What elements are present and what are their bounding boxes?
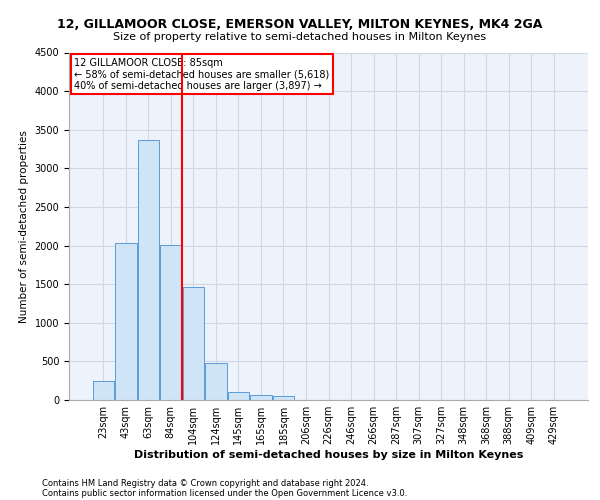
Bar [205,363,227,400]
Bar [228,392,249,400]
Bar [250,395,272,400]
Bar [160,245,182,400]
Bar [182,288,204,400]
Text: 12 GILLAMOOR CLOSE: 85sqm
← 58% of semi-detached houses are smaller (5,618)
40% : 12 GILLAMOOR CLOSE: 85sqm ← 58% of semi-… [74,58,329,91]
Y-axis label: Number of semi-detached properties: Number of semi-detached properties [19,130,29,322]
Bar [92,380,114,400]
X-axis label: Distribution of semi-detached houses by size in Milton Keynes: Distribution of semi-detached houses by … [134,450,523,460]
Bar [273,396,294,400]
Text: Size of property relative to semi-detached houses in Milton Keynes: Size of property relative to semi-detach… [113,32,487,42]
Text: Contains public sector information licensed under the Open Government Licence v3: Contains public sector information licen… [42,488,407,498]
Bar [115,243,137,400]
Text: 12, GILLAMOOR CLOSE, EMERSON VALLEY, MILTON KEYNES, MK4 2GA: 12, GILLAMOOR CLOSE, EMERSON VALLEY, MIL… [58,18,542,30]
Text: Contains HM Land Registry data © Crown copyright and database right 2024.: Contains HM Land Registry data © Crown c… [42,478,368,488]
Bar [137,140,159,400]
